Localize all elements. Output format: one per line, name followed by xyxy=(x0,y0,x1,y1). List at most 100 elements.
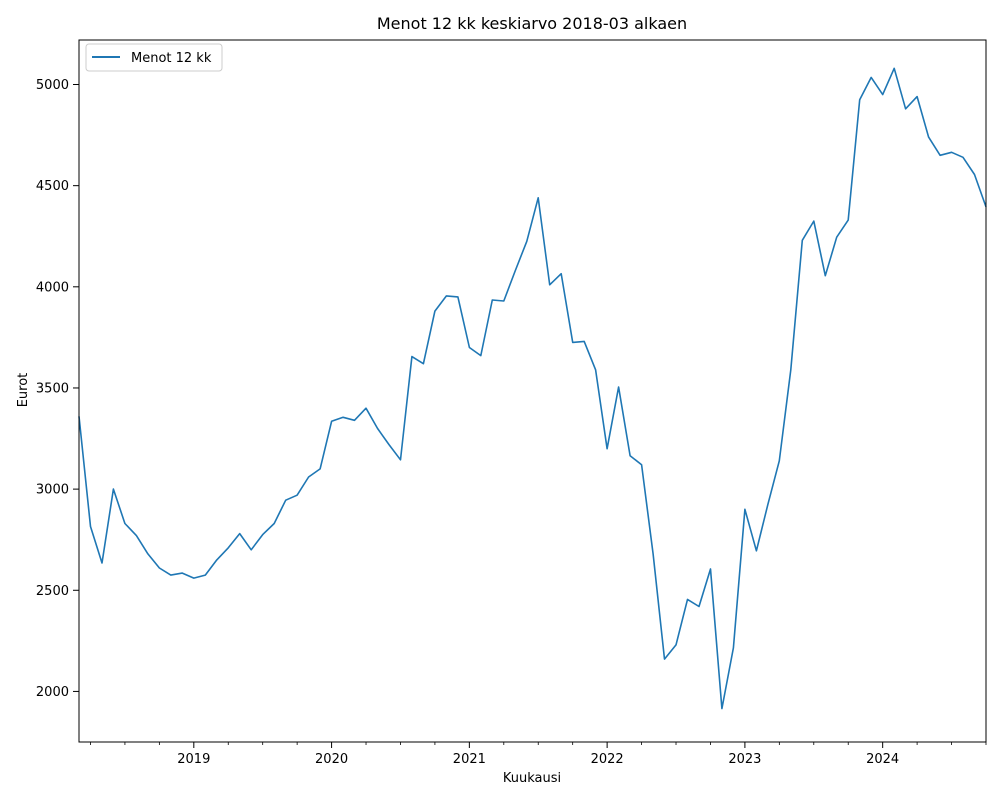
data-point xyxy=(823,273,828,278)
data-point xyxy=(880,92,885,97)
x-tick-label: 2022 xyxy=(591,752,624,767)
data-point xyxy=(777,458,782,463)
data-point xyxy=(168,573,173,578)
data-point xyxy=(421,361,426,366)
data-point xyxy=(949,150,954,155)
data-point xyxy=(593,367,598,372)
data-point xyxy=(834,235,839,240)
data-point xyxy=(478,353,483,358)
data-point xyxy=(869,75,874,80)
y-tick-label: 4500 xyxy=(36,179,69,194)
data-point xyxy=(444,293,449,298)
data-point xyxy=(570,340,575,345)
data-point xyxy=(111,487,116,492)
data-point xyxy=(926,135,931,140)
data-point xyxy=(547,282,552,287)
data-point xyxy=(639,462,644,467)
data-point xyxy=(524,239,529,244)
data-point xyxy=(513,268,518,273)
x-axis-label: Kuukausi xyxy=(503,771,561,786)
data-point xyxy=(318,466,323,471)
chart-title: Menot 12 kk keskiarvo 2018-03 alkaen xyxy=(377,14,687,33)
data-point xyxy=(352,418,357,423)
data-point xyxy=(100,561,105,566)
data-point xyxy=(432,309,437,314)
data-point xyxy=(295,493,300,498)
data-point xyxy=(88,524,93,529)
data-point xyxy=(490,298,495,303)
axes-frame xyxy=(78,39,987,743)
data-point xyxy=(536,195,541,200)
data-point xyxy=(719,706,724,711)
data-point xyxy=(249,547,254,552)
data-point xyxy=(788,367,793,372)
data-point xyxy=(697,604,702,609)
x-axis: 2019 2020 2021 2022 2023 2024 xyxy=(90,742,987,767)
plot-area xyxy=(78,39,987,743)
data-point xyxy=(582,339,587,344)
data-point xyxy=(972,172,977,177)
data-point xyxy=(765,502,770,507)
data-point xyxy=(180,571,185,576)
data-point xyxy=(260,532,265,537)
data-point xyxy=(811,219,816,224)
y-tick-label: 4000 xyxy=(36,280,69,295)
data-point xyxy=(467,345,472,350)
data-point xyxy=(742,507,747,512)
y-tick-label: 5000 xyxy=(36,78,69,93)
x-tick-label: 2023 xyxy=(728,752,761,767)
data-point xyxy=(226,545,231,550)
data-point xyxy=(685,597,690,602)
data-point xyxy=(616,385,621,390)
data-point xyxy=(501,299,506,304)
data-point xyxy=(846,218,851,223)
data-point xyxy=(283,498,288,503)
y-tick-label: 3500 xyxy=(36,381,69,396)
data-point xyxy=(800,238,805,243)
x-tick-label: 2021 xyxy=(453,752,486,767)
data-point xyxy=(409,354,414,359)
x-tick-label: 2020 xyxy=(315,752,348,767)
x-tick-label: 2019 xyxy=(177,752,210,767)
data-point xyxy=(272,521,277,526)
data-point xyxy=(892,66,897,71)
data-point xyxy=(915,94,920,99)
data-point xyxy=(903,106,908,111)
data-point xyxy=(306,475,311,480)
data-point xyxy=(157,566,162,571)
y-tick-label: 3000 xyxy=(36,483,69,498)
data-point xyxy=(145,551,150,556)
data-point xyxy=(605,446,610,451)
data-point xyxy=(341,415,346,420)
data-point xyxy=(938,153,943,158)
data-point xyxy=(708,567,713,572)
data-point xyxy=(364,406,369,411)
legend-box xyxy=(85,43,223,72)
data-point xyxy=(214,557,219,562)
data-point xyxy=(237,531,242,536)
data-point xyxy=(559,271,564,276)
x-tick-label: 2024 xyxy=(866,752,899,767)
data-point xyxy=(651,551,656,556)
data-point xyxy=(754,548,759,553)
data-point xyxy=(857,97,862,102)
data-point xyxy=(122,521,127,526)
data-point xyxy=(329,419,334,424)
data-point xyxy=(203,573,208,578)
legend: Menot 12 kk xyxy=(85,43,223,72)
data-point xyxy=(387,442,392,447)
y-tick-label: 2500 xyxy=(36,584,69,599)
legend-label: Menot 12 kk xyxy=(131,51,212,66)
data-point xyxy=(961,155,966,160)
series-line xyxy=(78,67,987,710)
data-point xyxy=(455,294,460,299)
data-point xyxy=(662,657,667,662)
y-tick-label: 2000 xyxy=(36,685,69,700)
data-point xyxy=(731,645,736,650)
data-point xyxy=(134,533,139,538)
data-point xyxy=(628,453,633,458)
data-point xyxy=(375,426,380,431)
data-point xyxy=(398,457,403,462)
